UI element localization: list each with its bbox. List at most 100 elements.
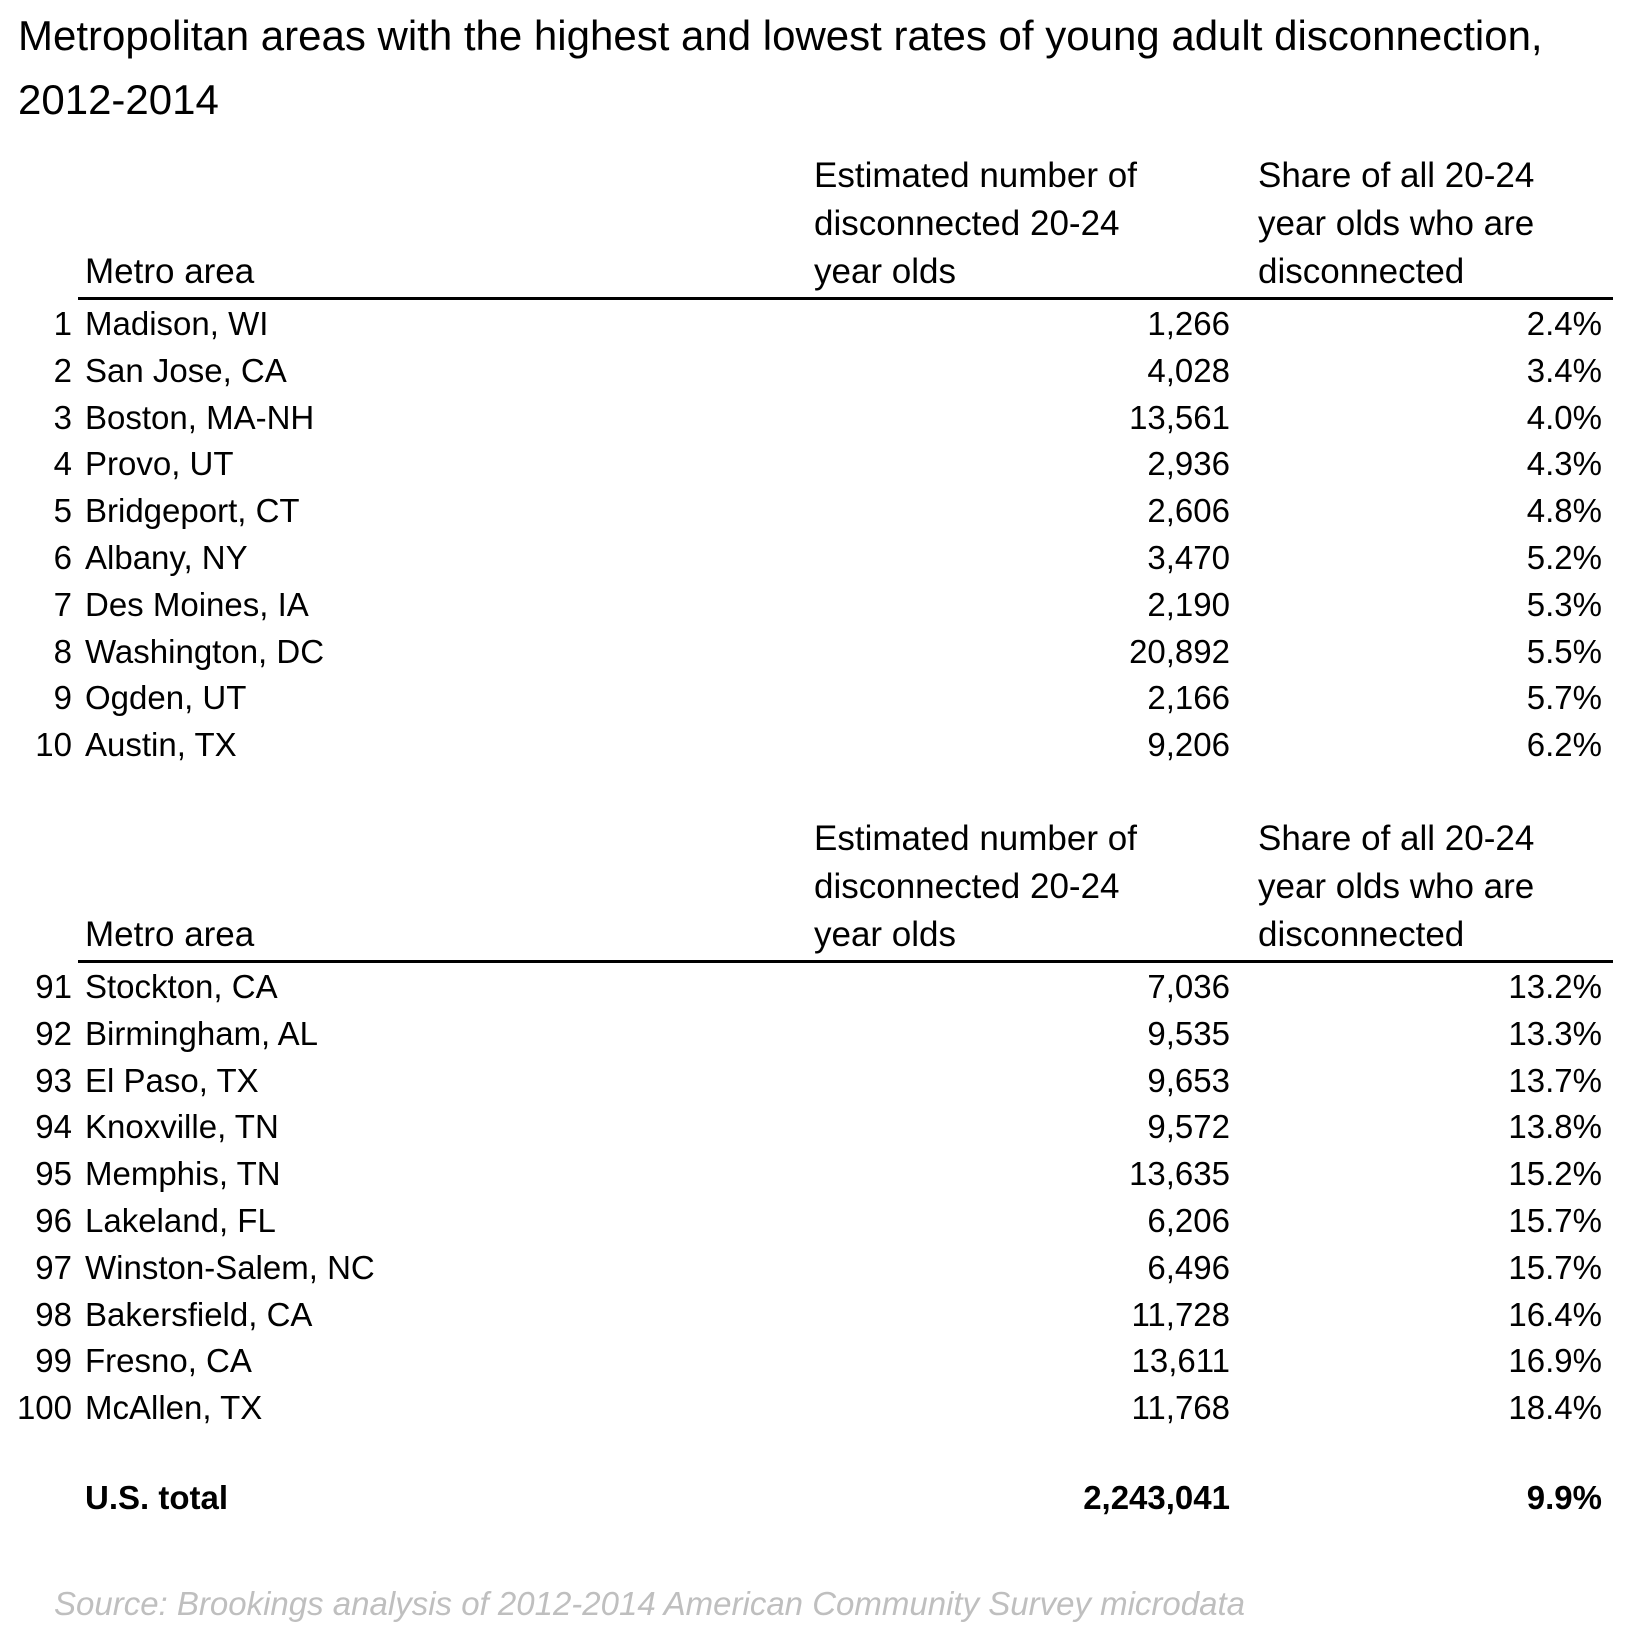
share-cell: 13.7%: [1508, 1061, 1602, 1099]
table-row: 2 San Jose, CA 4,028 3.4%: [0, 347, 1626, 394]
metro-cell: Provo, UT: [85, 445, 234, 483]
rank-cell: 92: [35, 1014, 72, 1052]
table-row: 4 Provo, UT 2,936 4.3%: [0, 440, 1626, 487]
column-header-share-line: year olds who are: [1258, 867, 1535, 906]
share-cell: 5.2%: [1526, 539, 1602, 576]
rank-cell: 1: [53, 305, 72, 342]
metro-cell: Birmingham, AL: [85, 1014, 318, 1052]
table-row: 8 Washington, DC 20,892 5.5%: [0, 628, 1626, 675]
total-share: 9.9%: [1526, 1479, 1602, 1516]
number-cell: 11,728: [1131, 1295, 1230, 1333]
number-cell: 9,572: [1147, 1108, 1230, 1146]
metro-cell: Austin, TX: [85, 726, 237, 764]
metro-cell: Winston-Salem, NC: [85, 1248, 375, 1286]
share-cell: 18.4%: [1508, 1389, 1602, 1427]
table-row: 7 Des Moines, IA 2,190 5.3%: [0, 581, 1626, 628]
column-header-share-line: year olds who are: [1258, 204, 1535, 243]
metro-cell: Bakersfield, CA: [85, 1295, 313, 1333]
metro-cell: Albany, NY: [85, 539, 248, 576]
metro-cell: Madison, WI: [85, 305, 269, 342]
share-cell: 16.9%: [1508, 1342, 1602, 1380]
rank-cell: 8: [53, 632, 72, 670]
number-cell: 6,206: [1147, 1202, 1230, 1239]
table-row: 10 Austin, TX 9,206 6.2%: [0, 721, 1626, 768]
header-divider: [78, 297, 1613, 300]
column-header-number-line: year olds: [814, 915, 957, 954]
rank-cell: 7: [53, 585, 72, 623]
metro-cell: Stockton, CA: [85, 968, 278, 1005]
share-cell: 13.3%: [1508, 1014, 1602, 1052]
table-row: 96 Lakeland, FL 6,206 15.7%: [0, 1197, 1626, 1244]
share-cell: 15.2%: [1508, 1155, 1602, 1193]
table-row: 92 Birmingham, AL 9,535 13.3%: [0, 1010, 1626, 1057]
number-cell: 2,606: [1147, 492, 1230, 530]
number-cell: 9,206: [1147, 726, 1230, 764]
total-number: 2,243,041: [1083, 1479, 1230, 1516]
column-header-share-line: disconnected: [1258, 252, 1465, 291]
column-header-share-line: Share of all 20-24: [1258, 819, 1535, 858]
rank-cell: 94: [35, 1108, 72, 1146]
rank-cell: 98: [35, 1295, 72, 1333]
column-header-share: Share of all 20-24 year olds who are dis…: [1258, 815, 1618, 959]
table-row: 5 Bridgeport, CT 2,606 4.8%: [0, 487, 1626, 534]
rank-cell: 3: [53, 398, 72, 436]
number-cell: 9,653: [1147, 1061, 1230, 1099]
table-row: 100 McAllen, TX 11,768 18.4%: [0, 1384, 1626, 1431]
rank-cell: 5: [53, 492, 72, 530]
number-cell: 7,036: [1147, 968, 1230, 1005]
metro-cell: San Jose, CA: [85, 351, 287, 389]
column-header-share: Share of all 20-24 year olds who are dis…: [1258, 152, 1618, 296]
share-cell: 13.2%: [1508, 968, 1602, 1005]
table-row: 94 Knoxville, TN 9,572 13.8%: [0, 1103, 1626, 1150]
table-row: 99 Fresno, CA 13,611 16.9%: [0, 1337, 1626, 1384]
column-header-number-line: Estimated number of: [814, 156, 1137, 195]
share-cell: 4.8%: [1526, 492, 1602, 530]
number-cell: 2,936: [1147, 445, 1230, 483]
rank-cell: 91: [35, 968, 72, 1005]
share-cell: 5.5%: [1526, 632, 1602, 670]
table-row: 98 Bakersfield, CA 11,728 16.4%: [0, 1291, 1626, 1338]
number-cell: 20,892: [1129, 632, 1230, 670]
share-cell: 3.4%: [1526, 351, 1602, 389]
metro-cell: Memphis, TN: [85, 1155, 281, 1193]
metro-cell: Ogden, UT: [85, 679, 247, 717]
total-row: U.S. total 2,243,041 9.9%: [0, 1474, 1626, 1521]
table-row: 6 Albany, NY 3,470 5.2%: [0, 534, 1626, 581]
share-cell: 4.0%: [1526, 398, 1602, 436]
column-header-number: Estimated number of disconnected 20-24 y…: [814, 815, 1204, 959]
column-header-number-line: disconnected 20-24: [814, 867, 1120, 906]
share-cell: 6.2%: [1526, 726, 1602, 764]
rank-cell: 9: [53, 679, 72, 717]
metro-cell: Boston, MA-NH: [85, 398, 315, 436]
rank-cell: 4: [53, 445, 72, 483]
metro-cell: Knoxville, TN: [85, 1108, 279, 1146]
metro-cell: El Paso, TX: [85, 1061, 259, 1099]
rank-cell: 95: [35, 1155, 72, 1193]
column-header-share-line: disconnected: [1258, 915, 1465, 954]
number-cell: 13,635: [1129, 1155, 1230, 1193]
source-note: Source: Brookings analysis of 2012-2014 …: [54, 1585, 1245, 1622]
page-title: Metropolitan areas with the highest and …: [18, 12, 1543, 123]
share-cell: 5.3%: [1526, 585, 1602, 623]
rank-cell: 2: [53, 351, 72, 389]
metro-cell: Bridgeport, CT: [85, 492, 300, 530]
number-cell: 1,266: [1147, 305, 1230, 342]
share-cell: 5.7%: [1526, 679, 1602, 717]
rank-cell: 100: [16, 1389, 72, 1427]
table-row: 1 Madison, WI 1,266 2.4%: [0, 300, 1626, 347]
number-cell: 9,535: [1147, 1014, 1230, 1052]
share-cell: 15.7%: [1508, 1248, 1602, 1286]
number-cell: 13,561: [1129, 398, 1230, 436]
column-header-metro: Metro area: [85, 915, 255, 954]
number-cell: 2,190: [1147, 585, 1230, 623]
share-cell: 15.7%: [1508, 1202, 1602, 1239]
number-cell: 4,028: [1147, 351, 1230, 389]
column-header-number-line: Estimated number of: [814, 819, 1137, 858]
share-cell: 2.4%: [1526, 305, 1602, 342]
number-cell: 3,470: [1147, 539, 1230, 576]
table-row: 95 Memphis, TN 13,635 15.2%: [0, 1150, 1626, 1197]
rank-cell: 97: [35, 1248, 72, 1286]
metro-cell: Lakeland, FL: [85, 1202, 276, 1239]
metro-cell: Washington, DC: [85, 632, 325, 670]
rank-cell: 93: [35, 1061, 72, 1099]
